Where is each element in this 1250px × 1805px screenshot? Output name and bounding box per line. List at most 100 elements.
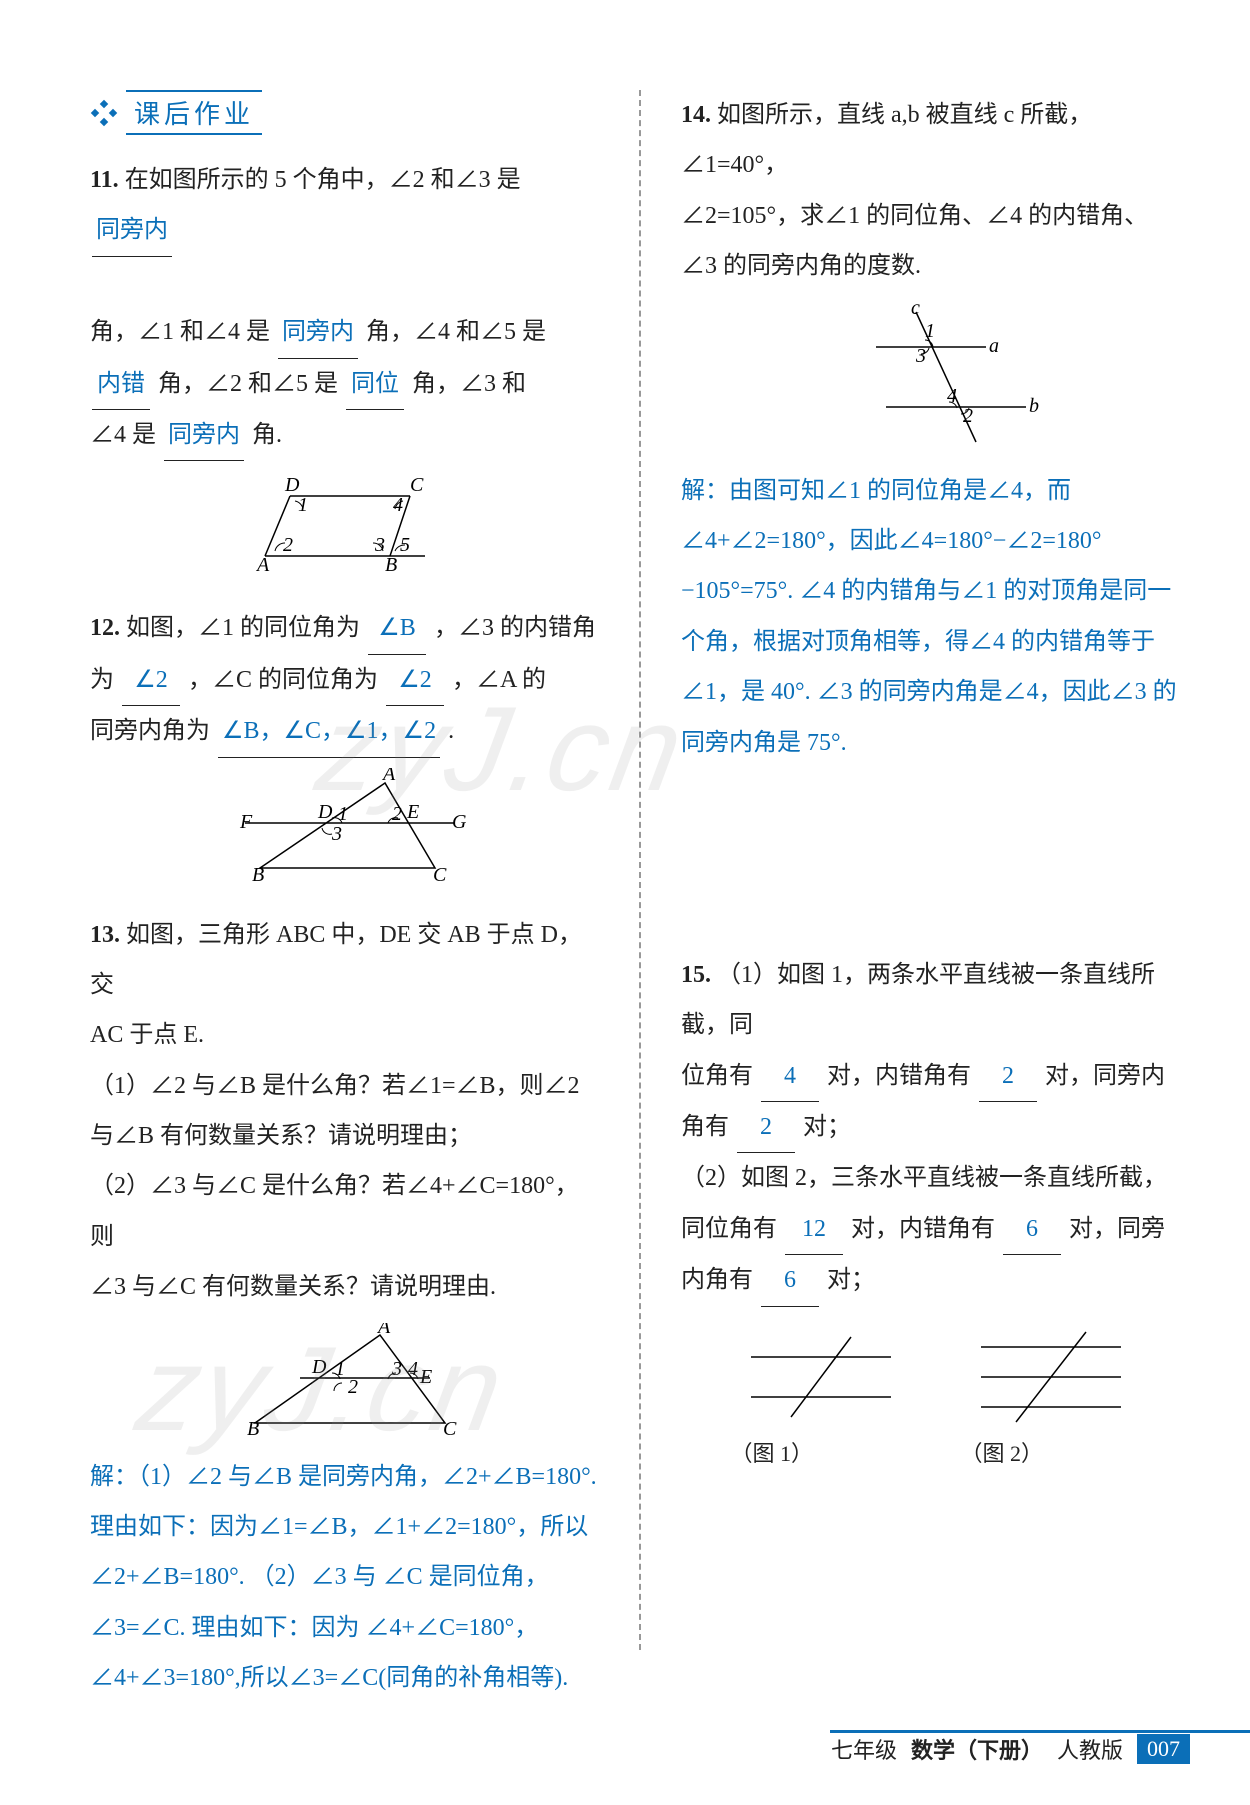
text: 与∠B 有何数量关系？请说明理由； [90,1123,472,1149]
text: ∠3 与∠C 有何数量关系？请说明理由. [90,1274,496,1300]
figure-12: A BC FG DE 12 3 [90,768,599,888]
text: ，∠C 的同位角为 [188,667,378,693]
blank-answer: ∠2 [122,655,180,706]
footer-edition: 人教版 [1057,1733,1123,1765]
text: 同旁内角为 [90,718,210,744]
svg-text:A: A [376,1323,391,1338]
svg-text:3: 3 [391,1358,402,1380]
solution-13: 解：（1）∠2 与∠B 是同旁内角，∠2+∠B=180°. 理由如下：因为∠1=… [90,1452,599,1704]
text: 对； [827,1267,875,1293]
blank-answer: 2 [737,1102,795,1153]
text: 角，∠2 和∠5 是 [158,371,338,397]
svg-text:B: B [252,864,264,886]
problem-number: 11. [90,167,119,193]
problem-14: 14. 如图所示，直线 a,b 被直线 c 所截，∠1=40°， ∠2=105°… [681,90,1190,768]
svg-text:D: D [311,1356,327,1378]
footer-grade: 七年级 [831,1733,897,1765]
svg-text:4: 4 [408,1358,418,1380]
blank-answer: 6 [761,1255,819,1306]
section-title: 课后作业 [126,90,262,135]
svg-text:c: c [911,302,920,319]
svg-text:4: 4 [947,385,957,407]
blank-answer: 4 [761,1051,819,1102]
text: ，∠A 的 [452,667,546,693]
text: 同位角有 [681,1216,777,1242]
svg-text:1: 1 [338,803,348,825]
blank-answer: ∠B [368,603,426,654]
text: （1）∠2 与∠B 是什么角？若∠1=∠B，则∠2 [90,1073,580,1099]
text: 内角有 [681,1267,753,1293]
svg-text:1: 1 [335,1358,345,1380]
svg-text:C: C [433,864,447,886]
figure-15-2: （图 2） [961,1327,1141,1477]
text: 对； [803,1114,851,1140]
svg-text:F: F [239,811,253,833]
problem-number: 14. [681,102,711,128]
figure-11: AB DC 14 23 5 [90,471,599,581]
svg-text:2: 2 [348,1376,358,1398]
figure-15-1: （图 1） [731,1327,911,1477]
left-column: 课后作业 11. 在如图所示的 5 个角中，∠2 和∠3 是 同旁内 角，∠1 … [90,90,609,1650]
blank-answer: 同旁内 [92,205,172,256]
svg-text:b: b [1029,395,1039,417]
problem-13: 13. 如图，三角形 ABC 中，DE 交 AB 于点 D，交 AC 于点 E.… [90,910,599,1704]
blank-answer: 同旁内 [278,307,358,358]
text: 角，∠3 和 [412,371,526,397]
text: 角有 [681,1114,729,1140]
section-header: 课后作业 [90,90,599,135]
text: 对，内错角有 [827,1063,971,1089]
text: （1）如图 1，两条水平直线被一条直线所截，同 [681,962,1155,1038]
blank-answer: 12 [785,1204,843,1255]
flower-icon [90,99,118,127]
text: 在如图所示的 5 个角中，∠2 和∠3 是 [125,167,521,193]
right-column: 14. 如图所示，直线 a,b 被直线 c 所截，∠1=40°， ∠2=105°… [671,90,1190,1650]
svg-text:B: B [247,1418,259,1438]
column-divider [639,90,641,1650]
blank-answer: ∠B，∠C，∠1，∠2 [218,706,440,757]
text: . [448,718,454,744]
figure-14: c a b 1 3 42 [681,302,1190,452]
svg-text:D: D [317,801,333,823]
svg-text:3: 3 [331,823,342,845]
footer-subject: 数学（下册） [911,1733,1043,1765]
svg-text:1: 1 [298,494,308,516]
problem-number: 12. [90,615,120,641]
blank-answer: 同位 [346,359,404,410]
svg-text:2: 2 [392,803,402,825]
page-footer: 七年级 数学（下册） 人教版 007 [831,1733,1190,1765]
svg-text:E: E [419,1366,432,1388]
svg-text:C: C [443,1418,457,1438]
text: （2）∠3 与∠C 是什么角？若∠4+∠C=180°，则 [90,1173,579,1249]
problem-number: 15. [681,962,711,988]
blank-answer: ∠2 [386,655,444,706]
text: 如图，∠1 的同位角为 [126,615,360,641]
blank-answer: 6 [1003,1204,1061,1255]
text: 角. [252,422,282,448]
problem-15: 15. （1）如图 1，两条水平直线被一条直线所截，同 位角有 4 对，内错角有… [681,950,1190,1477]
figure-15-row: （图 1） （图 2） [681,1327,1190,1477]
text: ，∠3 的内错角 [434,615,596,641]
text: 角，∠1 和∠4 是 [90,319,270,345]
svg-text:A: A [255,554,270,576]
svg-text:4: 4 [393,494,403,516]
problem-12: 12. 如图，∠1 的同位角为 ∠B ，∠3 的内错角 为 ∠2 ，∠C 的同位… [90,603,599,887]
text: 角，∠4 和∠5 是 [366,319,546,345]
blank-answer: 内错 [92,359,150,410]
svg-text:D: D [284,474,300,496]
figure-caption: （图 2） [961,1431,1141,1477]
text: （2）如图 2，三条水平直线被一条直线所截， [681,1165,1167,1191]
text: 如图，三角形 ABC 中，DE 交 AB 于点 D，交 [90,922,582,998]
svg-text:3: 3 [915,345,926,367]
svg-text:1: 1 [925,320,935,342]
text: ∠2=105°，求∠1 的同位角、∠4 的内错角、 [681,203,1148,229]
spacer [681,790,1190,950]
svg-text:a: a [989,335,999,357]
svg-text:C: C [410,474,424,496]
figure-caption: （图 1） [731,1431,911,1477]
svg-text:G: G [452,811,467,833]
svg-text:B: B [385,554,397,576]
page-columns: 课后作业 11. 在如图所示的 5 个角中，∠2 和∠3 是 同旁内 角，∠1 … [90,90,1190,1650]
svg-text:2: 2 [963,405,973,427]
svg-text:2: 2 [283,534,293,556]
figure-13: A B C D E 12 34 [90,1323,599,1438]
